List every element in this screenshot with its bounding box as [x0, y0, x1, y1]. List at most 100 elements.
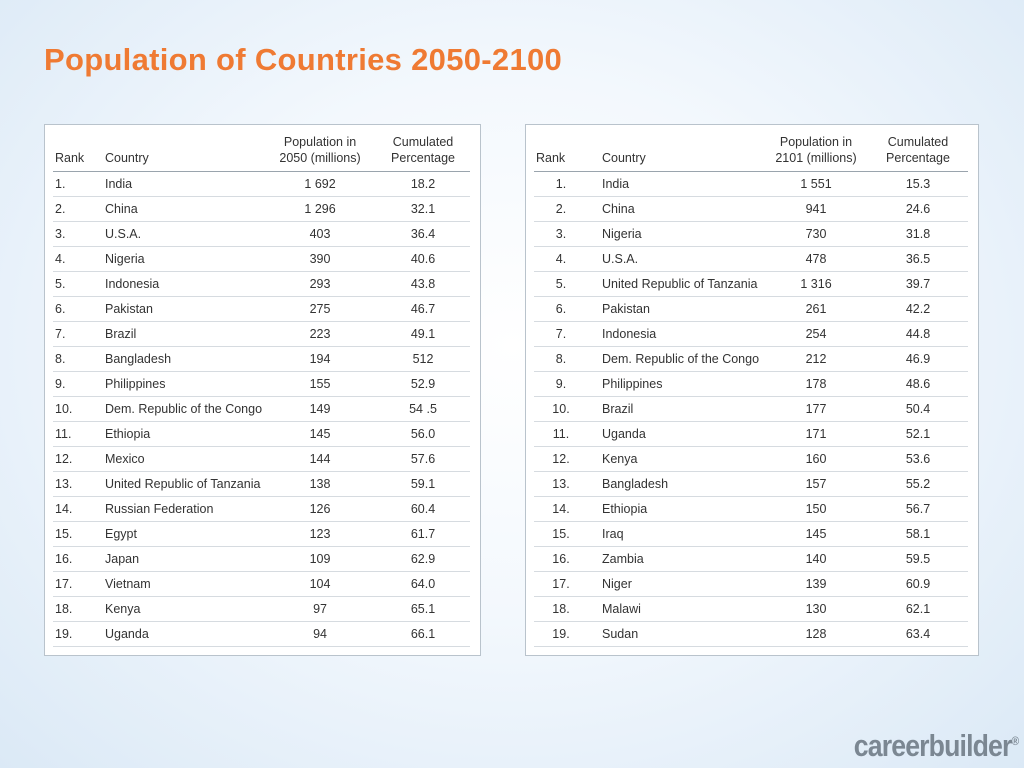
rank-cell: 12. [53, 446, 103, 472]
country-cell: Iraq [600, 521, 764, 547]
population-cell: 149 [264, 396, 377, 422]
table-row: 12. Kenya 160 53.6 [534, 446, 968, 472]
cumulated-cell: 42.2 [868, 296, 968, 322]
table-row: 1. India 1 551 15.3 [534, 171, 968, 197]
rank-header: Rank [53, 131, 103, 172]
table-row: 17. Niger 139 60.9 [534, 571, 968, 597]
table-row: 11. Ethiopia 145 56.0 [53, 421, 470, 447]
population-cell: 212 [764, 346, 868, 372]
rank-cell: 17. [53, 571, 103, 597]
rank-cell: 19. [53, 621, 103, 647]
cumulated-cell: 59.5 [868, 546, 968, 572]
rank-header: Rank [534, 131, 600, 172]
table-row: 19. Uganda 94 66.1 [53, 621, 470, 647]
table-row: 18. Kenya 97 65.1 [53, 596, 470, 622]
country-cell: India [103, 171, 265, 197]
population-2101-rows: 1. India 1 551 15.3 2. China 941 24.6 3. Nigeria 7… [534, 171, 968, 647]
rank-cell: 4. [534, 246, 600, 272]
table-row: 14. Ethiopia 150 56.7 [534, 496, 968, 522]
rank-cell: 11. [53, 421, 103, 447]
rank-cell: 5. [534, 271, 600, 297]
cumulated-cell: 512 [376, 346, 470, 372]
population-cell: 1 551 [764, 171, 868, 197]
rank-cell: 1. [534, 171, 600, 197]
country-cell: Russian Federation [103, 496, 265, 522]
population-cell: 97 [264, 596, 377, 622]
cumulated-cell: 46.7 [376, 296, 470, 322]
population-header-line1: Population in [779, 135, 853, 149]
population-2050-table: Rank Country Population in 2050 (million… [53, 131, 470, 647]
country-cell: India [600, 171, 764, 197]
population-2101-panel: Rank Country Population in 2101 (million… [525, 124, 979, 656]
country-cell: United Republic of Tanzania [600, 271, 764, 297]
country-cell: Indonesia [103, 271, 265, 297]
country-cell: China [600, 196, 764, 222]
cumulated-cell: 32.1 [376, 196, 470, 222]
country-cell: Kenya [600, 446, 764, 472]
population-header: Population in 2050 (millions) [264, 131, 377, 172]
table-row: 10. Dem. Republic of the Congo 149 54 .5 [53, 396, 470, 422]
cumulated-cell: 39.7 [868, 271, 968, 297]
rank-cell: 5. [53, 271, 103, 297]
table-row: 10. Brazil 177 50.4 [534, 396, 968, 422]
rank-cell: 6. [53, 296, 103, 322]
population-2050-rows: 1. India 1 692 18.2 2. China 1 296 32.1 3. U.S.A.… [53, 171, 470, 647]
rank-cell: 9. [53, 371, 103, 397]
population-cell: 293 [264, 271, 377, 297]
table-row: 16. Zambia 140 59.5 [534, 546, 968, 572]
population-cell: 194 [264, 346, 377, 372]
cumulated-cell: 44.8 [868, 321, 968, 347]
rank-cell: 7. [534, 321, 600, 347]
table-row: 4. Nigeria 390 40.6 [53, 246, 470, 272]
country-cell: Malawi [600, 596, 764, 622]
country-cell: Niger [600, 571, 764, 597]
population-cell: 144 [264, 446, 377, 472]
population-cell: 177 [764, 396, 868, 422]
country-cell: Japan [103, 546, 265, 572]
cumulated-cell: 18.2 [376, 171, 470, 197]
population-cell: 145 [264, 421, 377, 447]
population-cell: 123 [264, 521, 377, 547]
registered-mark: ® [1011, 734, 1019, 748]
country-cell: Philippines [600, 371, 764, 397]
rank-cell: 3. [534, 221, 600, 247]
country-cell: Dem. Republic of the Congo [103, 396, 265, 422]
rank-cell: 13. [53, 471, 103, 497]
cumulated-header-line1: Cumulated [887, 135, 949, 149]
cumulated-cell: 57.6 [376, 446, 470, 472]
table-row: 13. United Republic of Tanzania 138 59.1 [53, 471, 470, 497]
cumulated-header-line2: Percentage [886, 151, 950, 165]
population-cell: 109 [264, 546, 377, 572]
cumulated-cell: 52.1 [868, 421, 968, 447]
rank-cell: 14. [534, 496, 600, 522]
cumulated-cell: 65.1 [376, 596, 470, 622]
population-cell: 730 [764, 221, 868, 247]
rank-cell: 19. [534, 621, 600, 647]
cumulated-cell: 54 .5 [376, 396, 470, 422]
country-cell: Kenya [103, 596, 265, 622]
rank-cell: 16. [53, 546, 103, 572]
population-cell: 1 316 [764, 271, 868, 297]
population-cell: 155 [264, 371, 377, 397]
table-row: 3. Nigeria 730 31.8 [534, 221, 968, 247]
cumulated-cell: 36.4 [376, 221, 470, 247]
rank-cell: 2. [53, 196, 103, 222]
rank-cell: 1. [53, 171, 103, 197]
rank-cell: 16. [534, 546, 600, 572]
rank-cell: 15. [53, 521, 103, 547]
population-cell: 94 [264, 621, 377, 647]
cumulated-cell: 60.4 [376, 496, 470, 522]
population-cell: 478 [764, 246, 868, 272]
table-row: 17. Vietnam 104 64.0 [53, 571, 470, 597]
table-row: 12. Mexico 144 57.6 [53, 446, 470, 472]
country-cell: Bangladesh [600, 471, 764, 497]
table-row: 6. Pakistan 275 46.7 [53, 296, 470, 322]
rank-cell: 8. [534, 346, 600, 372]
rank-cell: 13. [534, 471, 600, 497]
population-cell: 140 [764, 546, 868, 572]
country-cell: China [103, 196, 265, 222]
cumulated-cell: 61.7 [376, 521, 470, 547]
rank-cell: 18. [53, 596, 103, 622]
table-row: 5. United Republic of Tanzania 1 316 39.7 [534, 271, 968, 297]
population-cell: 254 [764, 321, 868, 347]
